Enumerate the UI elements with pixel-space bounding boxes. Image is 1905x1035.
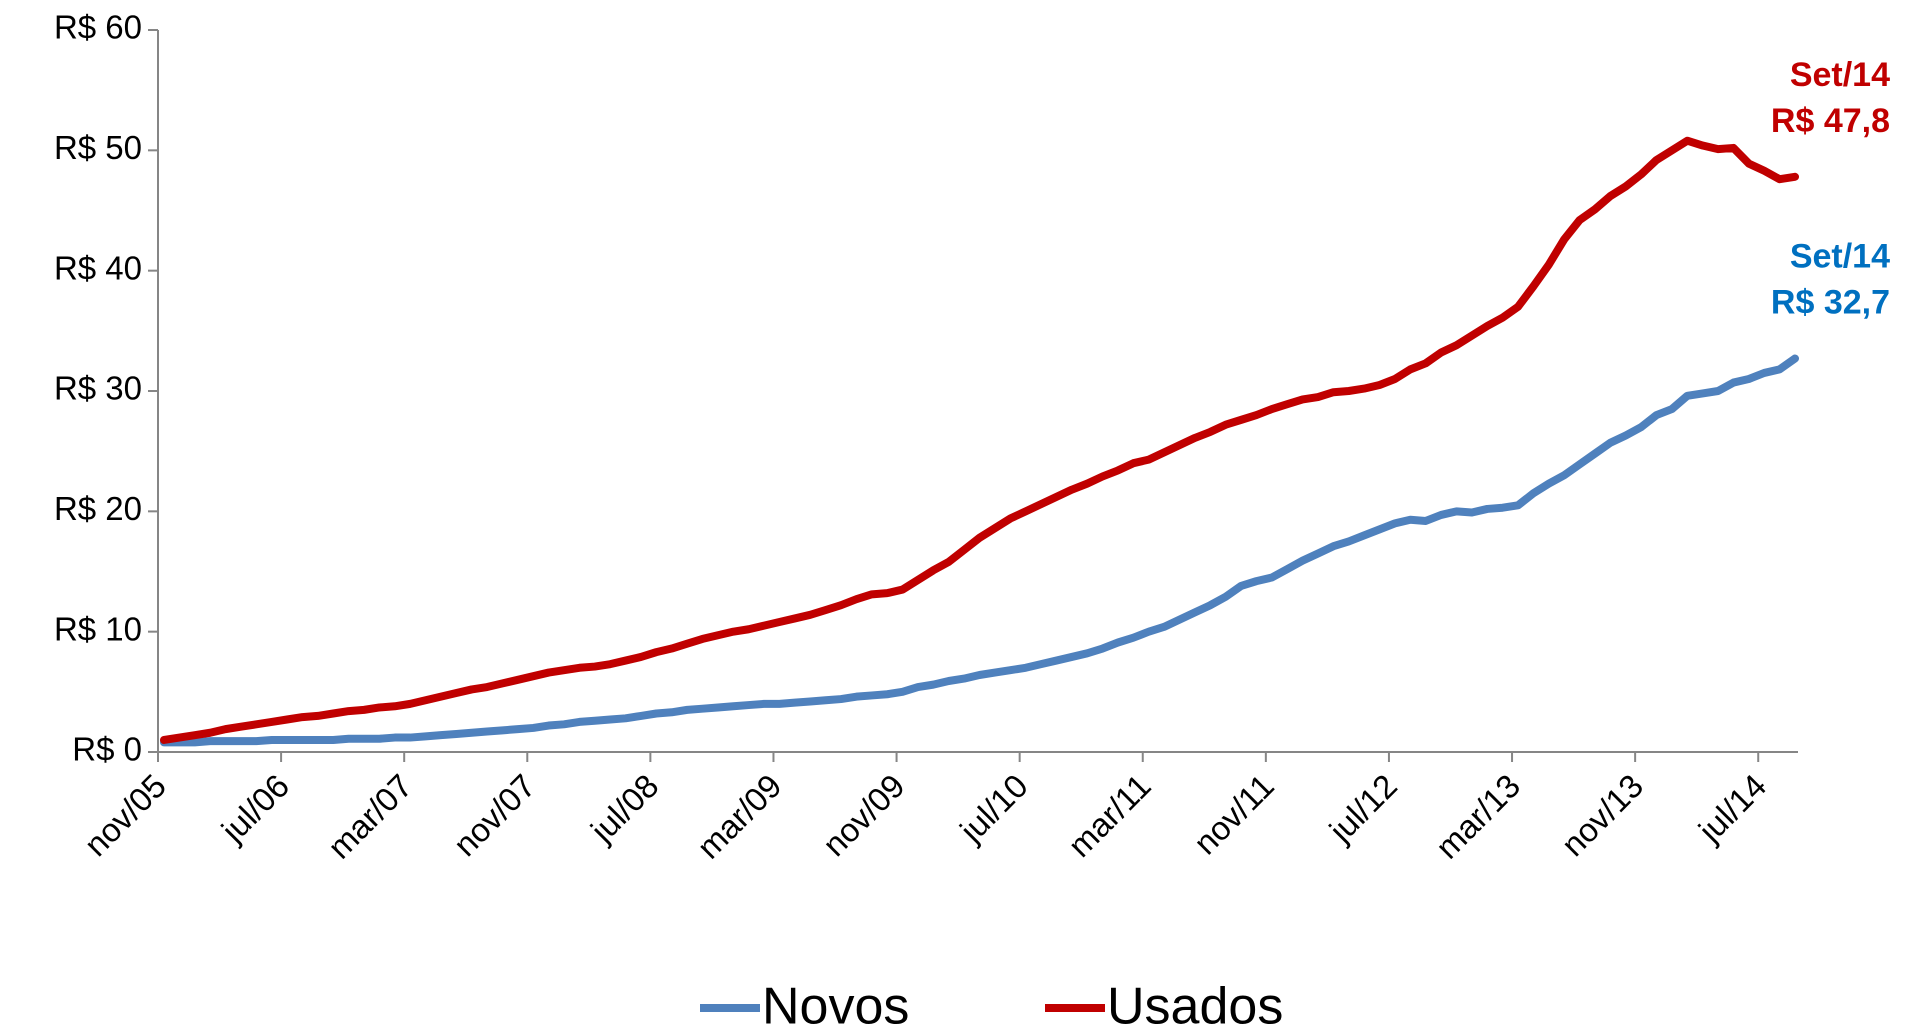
annotation: R$ 32,7 <box>1771 283 1890 321</box>
annotation: R$ 47,8 <box>1771 102 1890 140</box>
x-tick-label: jul/06 <box>214 767 297 850</box>
x-tick-label: nov/05 <box>77 767 173 863</box>
x-tick-label: mar/07 <box>321 767 420 866</box>
x-tick-label: nov/09 <box>815 767 911 863</box>
series-line <box>160 136 1799 744</box>
legend-label: Usados <box>1107 978 1283 1035</box>
y-tick-label: R$ 0 <box>72 731 142 768</box>
x-tick-label: nov/07 <box>446 767 542 863</box>
y-tick-label: R$ 30 <box>54 370 142 407</box>
y-tick-label: R$ 60 <box>54 9 142 46</box>
x-tick-label: jul/14 <box>1691 767 1774 850</box>
y-tick-label: R$ 20 <box>54 490 142 527</box>
y-tick-label: R$ 10 <box>54 610 142 647</box>
series-line <box>160 354 1799 747</box>
x-tick-label: nov/13 <box>1554 767 1650 863</box>
x-tick-label: jul/12 <box>1321 767 1404 850</box>
annotation: Set/14 <box>1790 56 1890 94</box>
annotation: Set/14 <box>1790 237 1890 275</box>
x-tick-label: mar/11 <box>1061 767 1158 864</box>
x-tick-label: jul/08 <box>583 767 666 850</box>
y-tick-label: R$ 50 <box>54 129 142 166</box>
x-tick-label: nov/11 <box>1186 767 1280 861</box>
x-tick-label: mar/09 <box>690 767 789 866</box>
x-tick-label: mar/13 <box>1428 767 1527 866</box>
x-tick-label: jul/10 <box>952 767 1035 850</box>
y-tick-label: R$ 40 <box>54 249 142 286</box>
legend-label: Novos <box>762 978 909 1035</box>
